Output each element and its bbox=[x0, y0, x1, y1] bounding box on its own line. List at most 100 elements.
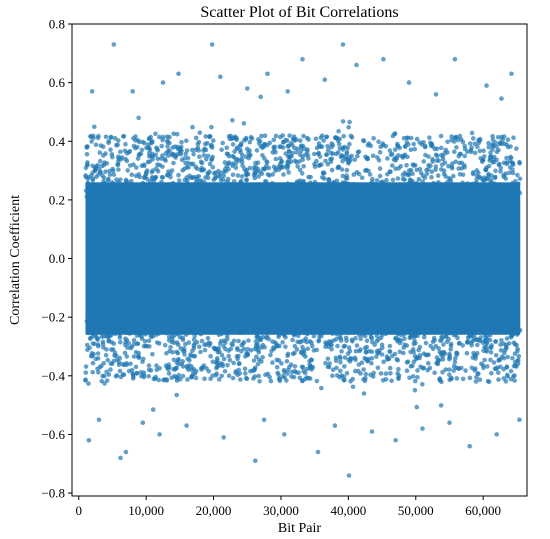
data-point bbox=[170, 329, 175, 334]
data-point bbox=[296, 370, 301, 376]
data-point bbox=[393, 315, 399, 321]
data-point bbox=[481, 365, 486, 371]
data-point bbox=[497, 183, 502, 188]
data-point bbox=[396, 188, 401, 193]
data-point bbox=[445, 139, 450, 145]
data-point bbox=[516, 353, 522, 359]
data-point bbox=[102, 160, 107, 165]
data-point bbox=[95, 366, 100, 372]
data-point bbox=[297, 182, 302, 188]
data-point bbox=[198, 168, 204, 173]
data-point bbox=[176, 178, 182, 183]
data-point bbox=[140, 420, 146, 426]
data-point bbox=[364, 194, 369, 199]
data-point bbox=[136, 172, 141, 177]
data-point bbox=[429, 141, 435, 147]
data-point bbox=[510, 170, 516, 176]
data-point bbox=[127, 163, 133, 168]
data-point bbox=[240, 163, 245, 168]
data-point bbox=[494, 157, 500, 163]
data-point bbox=[438, 326, 444, 332]
data-point bbox=[84, 194, 90, 200]
data-point bbox=[258, 94, 264, 100]
data-point bbox=[266, 315, 272, 321]
data-point bbox=[427, 321, 433, 327]
data-point bbox=[449, 330, 454, 335]
data-point bbox=[125, 345, 130, 350]
data-point bbox=[114, 357, 120, 363]
data-point bbox=[321, 321, 327, 327]
data-point bbox=[438, 145, 444, 151]
data-point bbox=[513, 327, 518, 333]
data-point bbox=[102, 180, 108, 186]
data-point bbox=[130, 372, 136, 377]
data-point bbox=[407, 168, 412, 173]
data-point bbox=[174, 378, 180, 383]
data-point bbox=[512, 378, 517, 383]
data-point bbox=[301, 133, 306, 139]
data-point bbox=[325, 328, 331, 334]
data-point bbox=[88, 134, 94, 139]
data-point bbox=[390, 133, 396, 139]
data-point bbox=[340, 119, 346, 124]
data-point bbox=[380, 378, 386, 383]
data-point bbox=[267, 189, 273, 195]
data-point bbox=[408, 135, 414, 141]
data-point bbox=[482, 154, 487, 159]
data-point bbox=[440, 157, 446, 162]
data-point bbox=[423, 340, 429, 346]
data-point bbox=[235, 346, 240, 351]
data-point bbox=[505, 137, 511, 142]
data-point bbox=[230, 342, 235, 348]
data-point bbox=[509, 325, 514, 331]
data-point bbox=[447, 190, 453, 195]
data-point bbox=[228, 133, 233, 139]
data-point bbox=[448, 179, 454, 184]
data-point bbox=[192, 189, 198, 195]
data-point bbox=[379, 332, 385, 338]
data-point bbox=[264, 160, 270, 165]
data-point bbox=[385, 316, 390, 322]
data-point bbox=[202, 376, 207, 382]
data-point bbox=[497, 141, 503, 147]
data-point bbox=[456, 196, 461, 202]
data-point bbox=[198, 349, 203, 355]
data-point bbox=[186, 340, 192, 345]
data-point bbox=[441, 196, 447, 201]
data-point bbox=[195, 321, 201, 327]
data-point bbox=[293, 185, 298, 190]
data-point bbox=[441, 342, 446, 347]
data-point bbox=[251, 376, 256, 381]
data-point bbox=[267, 374, 272, 380]
data-point bbox=[423, 352, 429, 358]
data-point bbox=[243, 323, 249, 329]
data-point bbox=[108, 189, 113, 194]
data-point bbox=[283, 192, 289, 198]
data-point bbox=[212, 346, 218, 352]
data-point bbox=[300, 157, 306, 163]
data-point bbox=[318, 135, 324, 140]
data-point bbox=[389, 151, 395, 157]
data-point bbox=[517, 161, 522, 166]
data-point bbox=[180, 196, 185, 201]
data-point bbox=[439, 167, 444, 172]
data-point bbox=[129, 185, 134, 191]
data-point bbox=[423, 143, 428, 149]
data-point bbox=[130, 89, 135, 94]
data-point bbox=[508, 368, 514, 374]
data-point bbox=[179, 157, 185, 163]
y-tick-label: 0.0 bbox=[49, 251, 65, 266]
data-point bbox=[258, 337, 264, 343]
data-point bbox=[118, 455, 123, 461]
data-point bbox=[176, 322, 182, 328]
data-point bbox=[493, 353, 499, 358]
data-point bbox=[226, 186, 231, 192]
data-point bbox=[162, 342, 168, 348]
data-point bbox=[472, 141, 478, 147]
data-point bbox=[454, 145, 459, 150]
data-point bbox=[285, 164, 291, 169]
data-point bbox=[341, 133, 346, 139]
data-point bbox=[304, 339, 310, 345]
data-point bbox=[175, 152, 180, 157]
data-point bbox=[274, 364, 280, 370]
